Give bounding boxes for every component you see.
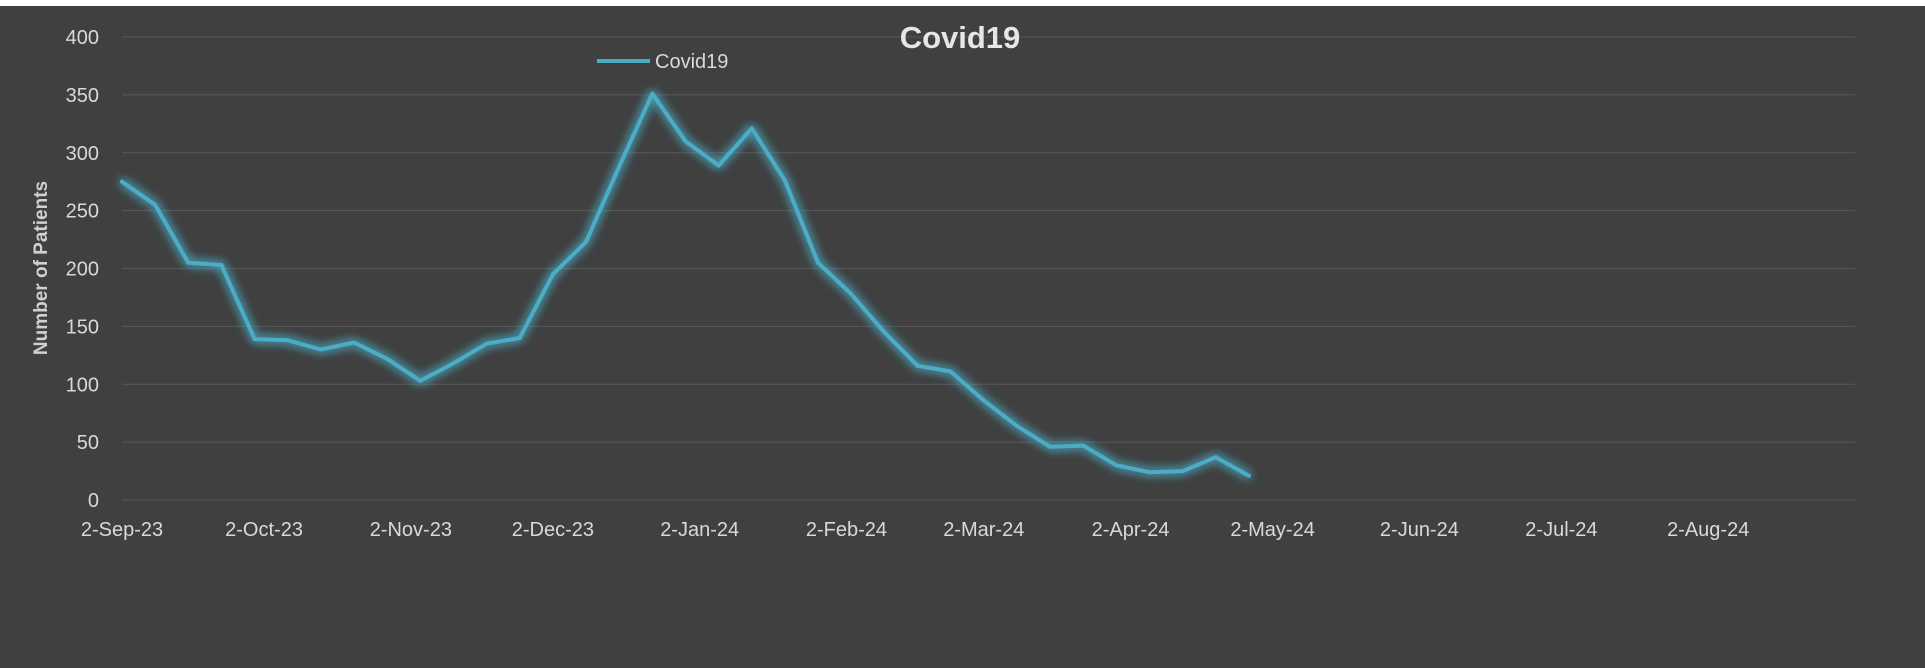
data-point: [285, 338, 290, 343]
data-point: [1014, 423, 1019, 428]
data-point: [550, 272, 555, 277]
y-tick-label: 200: [66, 259, 99, 281]
data-point: [153, 202, 158, 207]
legend-label-covid19: Covid19: [655, 51, 728, 73]
y-tick-label: 250: [66, 201, 99, 223]
data-point: [782, 178, 787, 183]
chart-title: Covid19: [900, 20, 1021, 55]
data-point: [451, 361, 456, 366]
x-tick-label: 2-Nov-23: [370, 519, 452, 541]
y-tick-label: 350: [66, 85, 99, 107]
y-tick-label: 50: [77, 432, 99, 454]
data-point: [219, 263, 224, 268]
data-point: [716, 163, 721, 168]
y-axis-title: Number of Patients: [31, 181, 52, 355]
data-point: [882, 330, 887, 335]
data-point: [484, 341, 489, 346]
data-point: [1081, 443, 1086, 448]
y-tick-label: 150: [66, 316, 99, 338]
x-tick-label: 2-Apr-24: [1092, 519, 1170, 541]
data-point: [1114, 463, 1119, 468]
x-tick-label: 2-Aug-24: [1667, 519, 1749, 541]
data-point: [1147, 470, 1152, 475]
data-point: [981, 398, 986, 403]
line-chart: 0 50 100 150 200 250 300 350 400 2-Sep-23 2-Oct-2…: [31, 20, 1855, 541]
data-point: [617, 164, 622, 169]
y-axis-tick-labels: 0 50 100 150 200 250 300 350 400: [66, 27, 99, 512]
y-tick-label: 400: [66, 27, 99, 49]
data-point: [1213, 455, 1218, 460]
series-layer: [120, 91, 1251, 478]
legend: Covid19: [597, 51, 728, 73]
gridlines: [122, 36, 1855, 501]
data-point: [584, 239, 589, 244]
data-point: [352, 340, 357, 345]
data-point: [1048, 444, 1053, 449]
y-tick-label: 100: [66, 374, 99, 396]
data-point: [186, 260, 191, 265]
data-point: [418, 378, 423, 383]
data-point: [650, 91, 655, 96]
data-point: [385, 356, 390, 361]
x-axis-tick-labels: 2-Sep-23 2-Oct-23 2-Nov-23 2-Dec-23 2-Jan-24…: [81, 519, 1749, 541]
data-point: [517, 335, 522, 340]
x-tick-label: 2-Jul-24: [1525, 519, 1597, 541]
x-tick-label: 2-Sep-23: [81, 519, 163, 541]
data-point: [683, 139, 688, 144]
x-tick-label: 2-Jan-24: [660, 519, 739, 541]
x-tick-label: 2-Jun-24: [1380, 519, 1459, 541]
data-point: [816, 260, 821, 265]
data-point: [948, 369, 953, 374]
data-point: [749, 126, 754, 131]
data-point: [1180, 469, 1185, 474]
chart-area: 0 50 100 150 200 250 300 350 400 2-Sep-23 2-Oct-2…: [0, 6, 1925, 668]
x-tick-label: 2-May-24: [1230, 519, 1314, 541]
x-tick-label: 2-Feb-24: [806, 519, 887, 541]
series-line-0: [120, 91, 1251, 478]
x-tick-label: 2-Mar-24: [943, 519, 1024, 541]
data-point: [318, 347, 323, 352]
data-point: [849, 291, 854, 296]
y-tick-label: 300: [66, 143, 99, 165]
x-tick-label: 2-Oct-23: [225, 519, 303, 541]
data-point: [915, 363, 920, 368]
data-point: [1246, 473, 1251, 478]
y-tick-label: 0: [88, 490, 99, 512]
x-tick-label: 2-Dec-23: [512, 519, 594, 541]
data-point: [120, 179, 124, 184]
data-point: [252, 337, 257, 342]
